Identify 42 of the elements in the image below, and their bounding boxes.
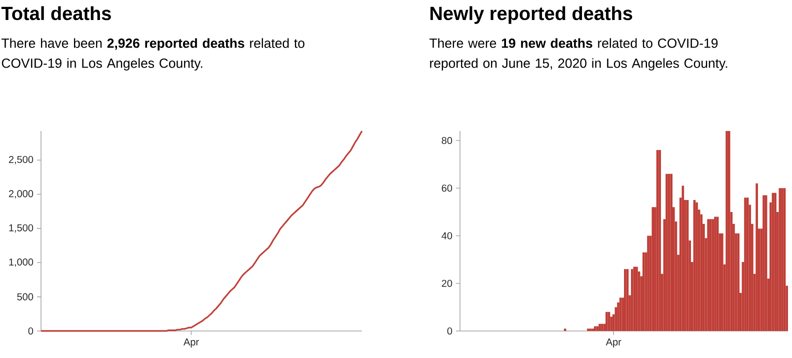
bar (596, 326, 599, 331)
bar (762, 195, 765, 331)
y-tick-label: 0 (447, 327, 452, 335)
bar (594, 326, 596, 331)
bar (606, 312, 608, 331)
bar (714, 216, 716, 331)
bar (642, 252, 645, 331)
y-tick-label: 40 (442, 232, 452, 240)
chart-title: Total deaths (1, 6, 111, 20)
text: There have been 2,926 reported deaths related to COVID-19 in Los Angeles County. (2, 38, 304, 70)
x-tick-label: Apr (606, 338, 622, 348)
y-tick-label: 2,500 (8, 156, 34, 164)
y-tick-label: 1,000 (9, 258, 34, 267)
bar (636, 266, 638, 331)
bar (682, 186, 684, 331)
bar (737, 233, 740, 331)
bar (709, 219, 712, 331)
bar (781, 188, 784, 331)
y-tick-label: 500 (17, 293, 34, 300)
bar (744, 198, 746, 331)
bar (696, 202, 698, 331)
y-tick-label: 1,500 (9, 224, 34, 233)
bar (652, 207, 654, 331)
bar (774, 192, 776, 331)
chart-title: Newly reported deaths (430, 6, 632, 24)
bar (721, 233, 724, 331)
y-tick-label: 2,000 (8, 190, 34, 198)
y-tick-label: 60 (442, 184, 452, 192)
y-tick-label: 0 (28, 327, 34, 335)
bar (670, 174, 673, 331)
bar (633, 266, 636, 331)
y-tick-label: 80 (442, 136, 452, 144)
bar (624, 269, 626, 331)
bar (658, 150, 661, 331)
y-tick-label: 20 (442, 280, 452, 287)
bar (598, 324, 601, 331)
bar (707, 219, 710, 331)
bar (756, 183, 758, 331)
x-tick-label: Apr (184, 338, 199, 348)
bar (726, 131, 728, 331)
chart-subtitle: There were 19 new deaths related to COVID-19 reported on June 15, 2020 in Los Angeles County. (430, 38, 728, 70)
bar (666, 174, 668, 331)
